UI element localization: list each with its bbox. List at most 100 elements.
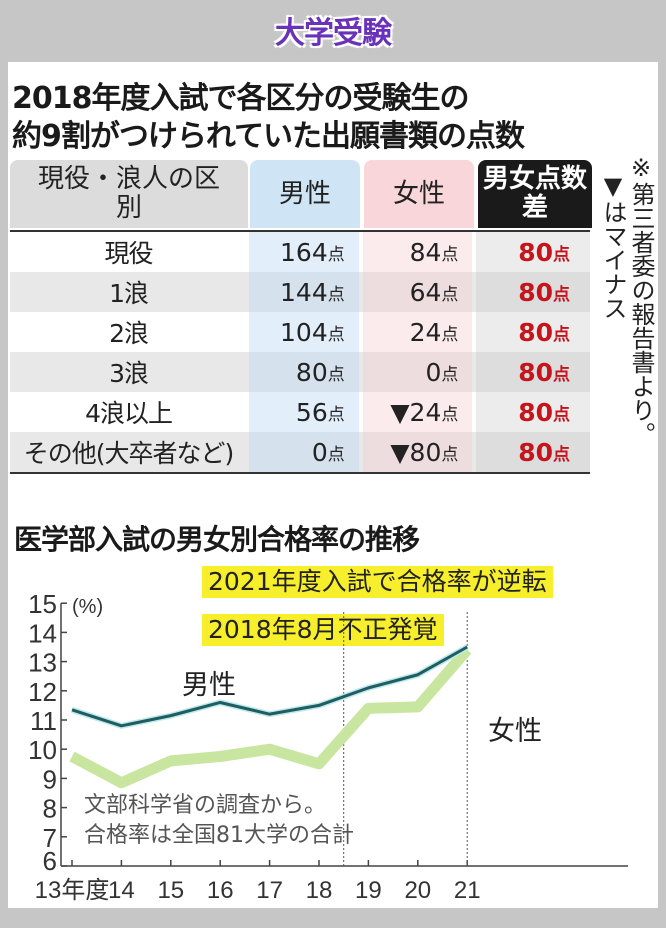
cell-diff-value: 80 (518, 357, 554, 387)
y-tick-label: 9 (43, 764, 57, 794)
cell-diff-value: 80 (518, 317, 554, 347)
minus-note: ▼はマイナス (599, 172, 627, 320)
cell-female: ▼80 点 (362, 432, 473, 472)
cell-female-value: 64 (409, 277, 442, 307)
y-tick-label: 14 (28, 618, 57, 648)
table-title-line1: 2018年度入試で各区分の受験生の (12, 81, 469, 116)
cell-female-value: 24 (409, 317, 442, 347)
cell-female-value: 0 (425, 357, 442, 387)
cell-label-value: 2浪 (109, 319, 149, 348)
cell-label-value: 3浪 (109, 359, 149, 388)
unit-label: 点 (553, 444, 571, 465)
x-tick-label: 15 (157, 877, 184, 904)
unit-label: 点 (327, 404, 345, 425)
cell-diff: 80 点 (476, 432, 591, 472)
x-tick-label: 19 (355, 877, 382, 904)
cell-female: 64 点 (362, 272, 473, 312)
cell-label-value: 4浪以上 (85, 399, 173, 428)
article-card: 2018年度入試で各区分の受験生の 約9割がつけられていた出願書類の点数 現役・… (8, 62, 658, 908)
cell-diff: 80 点 (476, 312, 591, 352)
cell-diff-value: 80 (518, 237, 554, 267)
y-axis-unit: (%) (72, 596, 103, 618)
unit-label: 点 (553, 364, 571, 385)
cell-male-value: 164 (280, 237, 328, 267)
cell-label: 3浪 (10, 354, 247, 390)
cell-diff-value: 80 (518, 437, 554, 467)
y-tick-label: 13 (28, 648, 57, 678)
cell-diff: 80 点 (476, 232, 591, 272)
source-note: ※第三者委の報告書より。 (627, 154, 655, 446)
cell-diff-value: 80 (518, 397, 554, 427)
header-female: 女性 (364, 160, 474, 228)
unit-label: 点 (441, 404, 459, 425)
cell-male: 164 点 (249, 232, 359, 272)
header-male: 男性 (250, 160, 360, 228)
cell-label: その他(大卒者など) (10, 434, 247, 470)
annotation-reversal: 2021年度入試で合格率が逆転 (202, 566, 553, 598)
y-tick-label: 11 (30, 706, 57, 736)
cell-label-value: その他(大卒者など) (23, 439, 235, 468)
unit-label: 点 (327, 364, 345, 385)
x-tick-label: 13年度 (35, 877, 110, 904)
x-tick-label: 18 (306, 877, 333, 904)
unit-label: 点 (441, 244, 459, 265)
unit-label: 点 (553, 404, 571, 425)
x-tick-label: 17 (256, 877, 283, 904)
chart-note-scope: 合格率は全国81大学の合計 (84, 823, 354, 848)
cell-female: 84 点 (362, 232, 473, 272)
cell-male: 144 点 (249, 272, 359, 312)
table-row: その他(大卒者など) 0 点 ▼80 点 80 点 (10, 432, 591, 472)
cell-male-value: 0 (311, 437, 328, 467)
unit-label: 点 (441, 324, 459, 345)
cell-diff: 80 点 (476, 272, 591, 312)
cell-male-value: 56 (295, 397, 328, 427)
unit-label: 点 (553, 244, 571, 265)
unit-label: 点 (553, 284, 571, 305)
y-tick-label: 10 (28, 735, 57, 765)
header-category: 現役・浪人の区別 (10, 160, 248, 228)
table-row: 現役 164 点 84 点 80 点 (10, 232, 591, 272)
unit-label: 点 (327, 324, 345, 345)
unit-label: 点 (327, 284, 345, 305)
cell-male-value: 144 (280, 277, 328, 307)
table-title-line2: 約9割がつけられていた出願書類の点数 (12, 119, 525, 154)
chart-note-source: 文部科学省の調査から。 (84, 793, 326, 818)
x-tick-label: 16 (207, 877, 234, 904)
cell-male-value: 104 (280, 317, 328, 347)
cell-diff-value: 80 (518, 277, 554, 307)
cell-label: 4浪以上 (10, 394, 247, 430)
annotation-scandal: 2018年8月不正発覚 (202, 614, 444, 646)
table-row: 4浪以上 56 点 ▼24 点 80 点 (10, 392, 591, 432)
cell-label-value: 1浪 (109, 279, 149, 308)
cell-label-value: 現役 (104, 239, 154, 268)
score-table: 現役 164 点 84 点 80 点 1浪 144 点 64 点 80 点 2浪 104 点 24 点 80 点 3浪 80… (10, 230, 591, 474)
cell-female-value: ▼24 (390, 397, 442, 427)
unit-label: 点 (441, 284, 459, 305)
cell-label: 2浪 (10, 314, 247, 350)
cell-diff: 80 点 (476, 352, 591, 392)
y-tick-label: 12 (28, 677, 57, 707)
y-tick-label: 6 (43, 846, 57, 876)
legend-label-male: 男性 (182, 670, 236, 701)
cell-label: 現役 (10, 234, 247, 270)
unit-label: 点 (441, 444, 459, 465)
unit-label: 点 (327, 244, 345, 265)
unit-label: 点 (327, 444, 345, 465)
header-diff: 男女点数差 (478, 160, 592, 228)
cell-male: 104 点 (249, 312, 359, 352)
legend-label-female: 女性 (488, 716, 542, 747)
cell-female-value: 84 (409, 237, 442, 267)
cell-male-value: 80 (295, 357, 328, 387)
y-tick-label: 15 (28, 589, 57, 619)
chart-title: 医学部入試の男女別合格率の推移 (14, 523, 420, 556)
cell-female-value: ▼80 (390, 437, 442, 467)
unit-label: 点 (553, 324, 571, 345)
x-tick-label: 20 (404, 877, 431, 904)
y-tick-label: 8 (43, 794, 57, 824)
unit-label: 点 (441, 364, 459, 385)
cell-male: 56 点 (249, 392, 359, 432)
table-title: 2018年度入試で各区分の受験生の 約9割がつけられていた出願書類の点数 (12, 80, 525, 156)
